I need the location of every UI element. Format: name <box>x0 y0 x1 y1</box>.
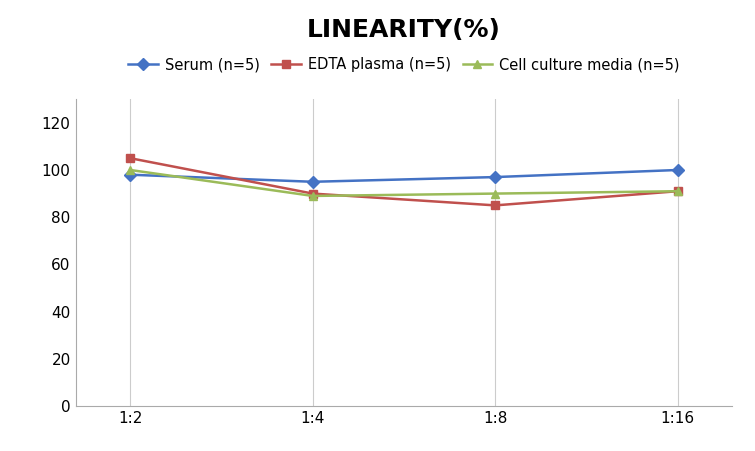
EDTA plasma (n=5) <box>491 202 500 208</box>
EDTA plasma (n=5) <box>673 189 683 194</box>
Cell culture media (n=5) <box>673 189 683 194</box>
Serum (n=5) <box>308 179 317 184</box>
Cell culture media (n=5) <box>308 193 317 198</box>
Line: Serum (n=5): Serum (n=5) <box>126 166 682 186</box>
Cell culture media (n=5) <box>125 167 135 173</box>
EDTA plasma (n=5) <box>308 191 317 196</box>
Legend: Serum (n=5), EDTA plasma (n=5), Cell culture media (n=5): Serum (n=5), EDTA plasma (n=5), Cell cul… <box>122 51 686 78</box>
Title: LINEARITY(%): LINEARITY(%) <box>307 18 501 42</box>
Serum (n=5) <box>673 167 683 173</box>
Serum (n=5) <box>125 172 135 177</box>
Serum (n=5) <box>491 175 500 180</box>
EDTA plasma (n=5) <box>125 156 135 161</box>
Line: Cell culture media (n=5): Cell culture media (n=5) <box>126 166 682 200</box>
Line: EDTA plasma (n=5): EDTA plasma (n=5) <box>126 154 682 210</box>
Cell culture media (n=5) <box>491 191 500 196</box>
